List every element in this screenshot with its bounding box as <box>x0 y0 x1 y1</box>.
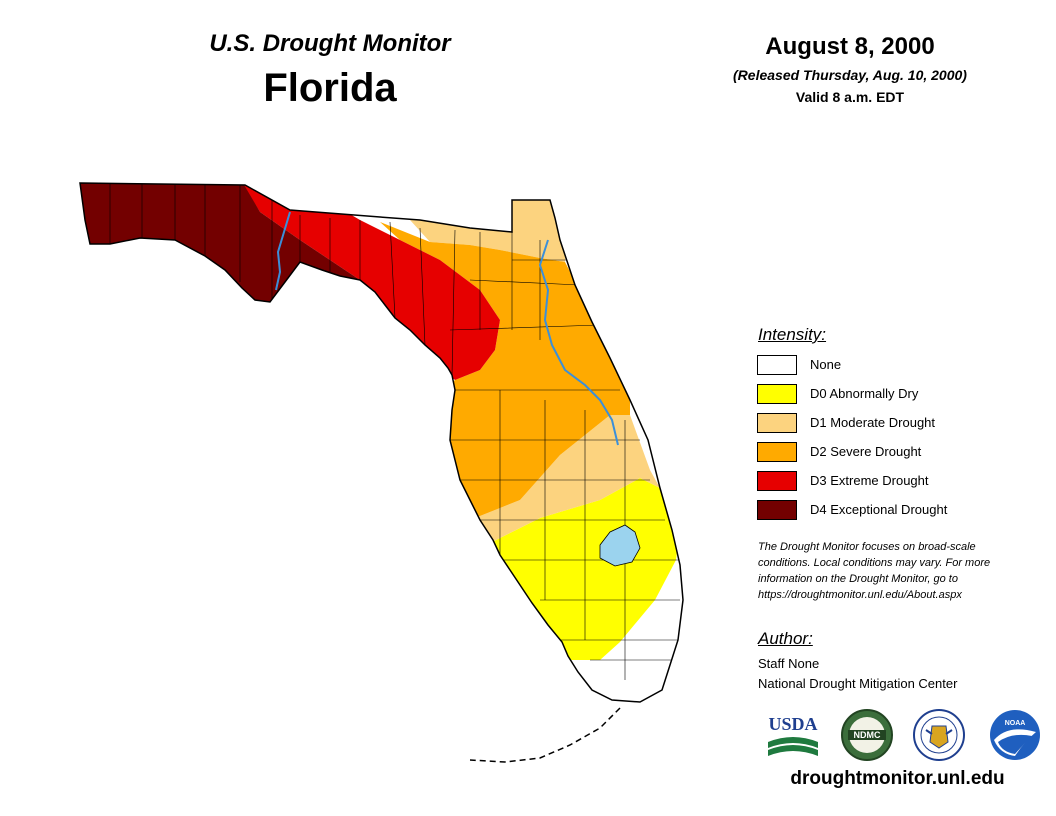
drought-zone-d1-south <box>470 415 660 548</box>
legend-label: D0 Abnormally Dry <box>810 386 919 401</box>
author-title: Author: <box>758 629 813 648</box>
florida-drought-map <box>79 182 684 763</box>
disclaimer-note: The Drought Monitor focuses on broad-sca… <box>758 539 1048 603</box>
legend-swatch <box>757 384 797 404</box>
apalachicola-river <box>275 211 291 291</box>
note-link[interactable]: https://droughtmonitor.unl.edu/About.asp… <box>758 589 962 601</box>
legend-label: D4 Exceptional Drought <box>810 502 948 517</box>
product-title: U.S. Drought Monitor <box>209 30 451 57</box>
legend-item-d2: D2 Severe Drought <box>757 442 1017 464</box>
valid-time: Valid 8 a.m. EDT <box>795 89 905 105</box>
website-url[interactable]: droughtmonitor.unl.edu <box>790 768 1005 789</box>
author-organization: National Drought Mitigation Center <box>758 676 958 691</box>
state-title: Florida <box>263 66 397 110</box>
note-line: information on the Drought Monitor, go t… <box>758 573 958 585</box>
noaa-logo: NOAA <box>990 710 1040 760</box>
legend-label: None <box>810 357 842 372</box>
legend-swatch <box>757 442 797 462</box>
legend-label: D3 Extreme Drought <box>810 473 929 488</box>
legend-item-d3: D3 Extreme Drought <box>757 471 1017 493</box>
florida-outline <box>79 182 684 703</box>
legend-swatch <box>757 355 797 375</box>
usda-logo-text: USDA <box>768 714 817 734</box>
florida-keys <box>469 707 621 763</box>
legend-label: D1 Moderate Drought <box>810 415 936 430</box>
ndmc-logo: NDMC <box>841 709 893 761</box>
map-date: August 8, 2000 <box>765 33 935 60</box>
legend-swatch <box>757 471 797 491</box>
st-johns-river <box>538 239 619 446</box>
noaa-logo-text: NOAA <box>1005 720 1026 727</box>
usda-logo: USDA <box>768 714 818 756</box>
legend-swatch <box>757 500 797 520</box>
legend-item-d4: D4 Exceptional Drought <box>757 500 1017 522</box>
drought-zone-d4 <box>80 183 360 310</box>
legend-swatch <box>757 413 797 433</box>
author-name: Staff None <box>758 656 820 671</box>
commerce-seal-logo <box>913 709 965 761</box>
lake-okeechobee <box>599 524 641 567</box>
legend-item-none: None <box>757 355 1017 377</box>
drought-zone-d3 <box>240 183 500 380</box>
legend-label: D2 Severe Drought <box>810 444 922 459</box>
release-date: (Released Thursday, Aug. 10, 2000) <box>733 67 967 83</box>
legend-item-d1: D1 Moderate Drought <box>757 413 1017 435</box>
ndmc-logo-text: NDMC <box>854 730 881 740</box>
legend-title: Intensity: <box>758 325 827 344</box>
note-line: conditions. Local conditions may vary. F… <box>758 557 991 569</box>
note-line: The Drought Monitor focuses on broad-sca… <box>758 541 976 553</box>
legend-item-d0: D0 Abnormally Dry <box>757 384 1017 406</box>
